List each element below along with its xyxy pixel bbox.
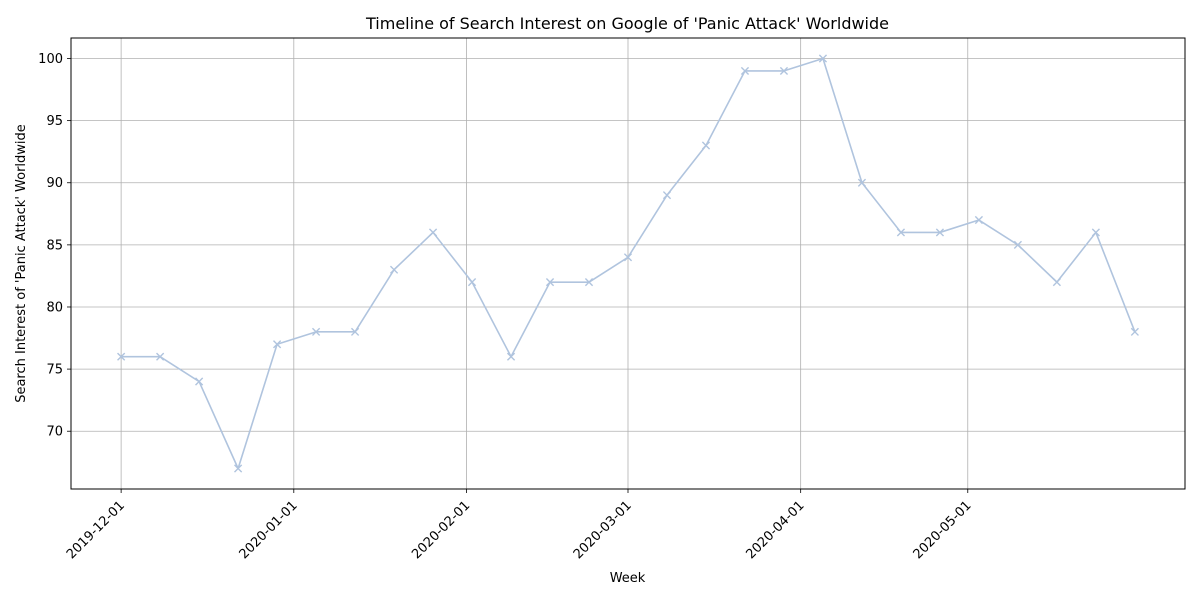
data-point-marker [272,340,282,349]
y-tick-label: 85 [46,238,63,253]
x-tick-label: 2019-12-01 [64,498,128,562]
data-point-marker [1091,228,1100,237]
y-tick-label: 70 [46,425,63,440]
x-tick-label: 2020-05-01 [911,498,975,562]
data-point-marker [1013,240,1022,249]
y-tick-label: 75 [46,363,63,378]
data-point-marker [701,141,711,150]
y-tick-label: 100 [38,52,63,67]
series-layer [117,54,1139,473]
data-point-marker [623,253,633,262]
x-tick-label: 2020-01-01 [237,498,301,562]
x-tick-label: 2020-03-01 [571,498,635,562]
x-axis-label: Week [610,571,646,586]
y-tick-label: 90 [46,176,63,191]
y-tick-label: 80 [46,300,63,315]
data-point-marker [311,327,321,336]
data-point-marker [896,228,906,237]
data-point-marker [974,215,984,225]
data-point-marker [350,327,360,336]
data-point-marker [389,265,399,274]
data-point-marker [857,178,867,187]
data-point-marker [545,278,555,287]
data-point-marker [584,278,594,287]
data-point-marker [195,377,204,386]
data-point-marker [779,66,789,76]
x-tick-label: 2020-04-01 [743,498,807,562]
data-point-marker [506,352,516,361]
y-axis-label: Search Interest of 'Panic Attack' Worldw… [14,124,29,403]
data-point-marker [428,228,438,237]
data-point-marker [740,66,750,76]
data-point-marker [935,228,945,237]
grid-layer [71,38,1185,489]
data-point-marker [117,352,126,361]
data-point-marker [1052,278,1061,287]
data-point-marker [156,352,165,361]
y-tick-label: 95 [46,114,63,129]
data-point-marker [818,54,828,63]
chart-title: Timeline of Search Interest on Google of… [365,14,889,33]
data-point-marker [234,464,243,473]
data-point-marker [467,278,477,287]
data-point-marker [662,191,672,200]
x-tick-label: 2020-02-01 [409,498,473,562]
data-point-marker [1130,327,1139,336]
